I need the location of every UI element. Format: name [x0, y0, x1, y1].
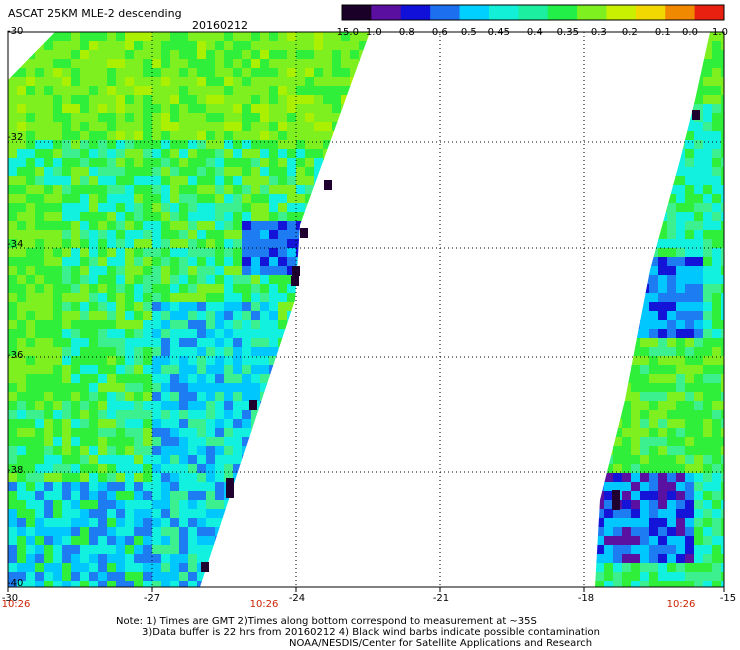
y-tick-label: -30 — [7, 26, 24, 37]
colorbar-swatch — [342, 5, 372, 20]
time-label: 10:26 — [666, 599, 696, 610]
edge-pixel — [300, 228, 308, 238]
edge-pixel — [324, 180, 332, 190]
colorbar-label: -0.45 — [484, 27, 510, 38]
graticule-grid — [8, 32, 724, 587]
edge-pixel — [292, 266, 300, 276]
y-tick-label: -40 — [7, 578, 24, 589]
colorbar-label: 1.0 — [712, 27, 728, 38]
colorbar-swatch — [665, 5, 696, 20]
x-tick-label: -18 — [577, 593, 595, 604]
colorbar-swatch — [371, 5, 402, 20]
colorbar-label: -0.6 — [428, 27, 448, 38]
colorbar-swatch — [518, 5, 549, 20]
colorbar-swatch — [694, 5, 725, 20]
edge-pixel — [226, 478, 234, 488]
note-line-1: Note: 1) Times are GMT 2)Times along bot… — [116, 616, 537, 627]
colorbar-frame — [341, 4, 725, 21]
edge-pixel — [291, 276, 299, 286]
note-line-2: 3)Data buffer is 22 hrs from 20160212 4)… — [142, 627, 600, 638]
colorbar-swatch — [547, 5, 578, 20]
axis-ticks — [7, 587, 725, 592]
edge-pixel — [249, 400, 257, 410]
y-tick-label: -32 — [7, 132, 24, 143]
edge-pixel — [226, 488, 234, 498]
note-line-3: NOAA/NESDIS/Center for Satellite Applica… — [289, 638, 593, 649]
edge-pixel — [612, 490, 620, 500]
edge-pixel — [692, 110, 700, 120]
x-tick-label: -30 — [1, 593, 19, 604]
edge-pixel — [612, 500, 620, 510]
swath-cells — [8, 32, 370, 587]
colorbar-swatch — [635, 5, 666, 20]
map-date: 20160212 — [192, 19, 248, 32]
colorbar-label: -1.0 — [362, 27, 382, 38]
map-title: ASCAT 25KM MLE-2 descending — [8, 7, 182, 20]
x-tick-label: -24 — [288, 593, 306, 604]
colorbar-swatch — [577, 5, 607, 20]
colorbar-swatch — [430, 5, 461, 20]
x-tick-label: -27 — [143, 593, 161, 604]
edge-pixel — [201, 562, 209, 572]
colorbar — [341, 4, 725, 21]
colorbar-swatch — [488, 5, 519, 20]
y-tick-label: -36 — [7, 350, 24, 361]
colorbar-label: 0.0 — [682, 27, 698, 38]
colorbar-swatch — [400, 5, 431, 20]
colorbar-swatch — [606, 5, 637, 20]
time-label: 10:26 — [1, 599, 31, 610]
x-tick-label: -15 — [719, 593, 737, 604]
colorbar-label: -0.4 — [523, 27, 543, 38]
colorbar-swatch — [459, 5, 490, 20]
colorbar-label: -0.2 — [618, 27, 638, 38]
colorbar-label: -15.0 — [333, 27, 359, 38]
plot-frame — [7, 31, 725, 588]
y-tick-label: -34 — [7, 239, 24, 250]
x-tick-label: -21 — [432, 593, 450, 604]
time-label: 10:26 — [249, 599, 279, 610]
colorbar-label: -0.8 — [395, 27, 415, 38]
colorbar-label: -0.35 — [553, 27, 579, 38]
wind-swaths — [8, 32, 724, 587]
y-tick-label: -38 — [7, 465, 24, 476]
colorbar-label: -0.5 — [457, 27, 477, 38]
colorbar-label: -0.1 — [651, 27, 671, 38]
colorbar-label: -0.3 — [587, 27, 607, 38]
